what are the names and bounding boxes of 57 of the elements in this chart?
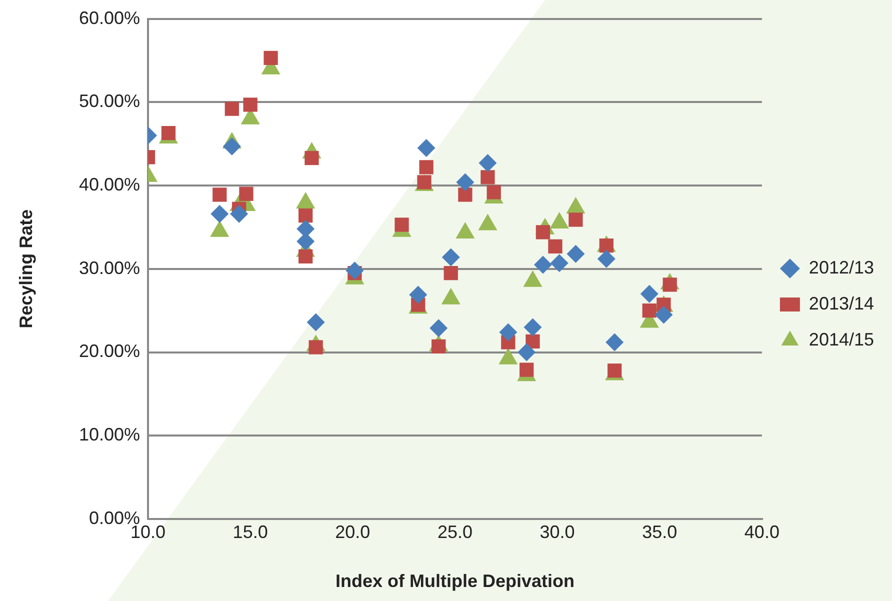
point	[458, 188, 472, 202]
y-axis-title: Recyling Rate	[16, 209, 36, 328]
point	[298, 208, 313, 223]
point	[212, 188, 227, 202]
point	[640, 284, 658, 303]
point	[430, 319, 448, 338]
y-tick-label: 20.00%	[78, 341, 140, 362]
point	[224, 102, 239, 116]
legend-label: 2012/13	[808, 257, 874, 278]
x-tick-label: 35.0	[642, 522, 678, 542]
point	[222, 137, 241, 156]
point	[444, 266, 458, 280]
point	[518, 343, 536, 362]
x-tick-label: 15.0	[232, 522, 268, 542]
point	[478, 154, 497, 172]
point	[456, 173, 474, 192]
point	[419, 160, 434, 174]
y-tick-label: 50.00%	[78, 91, 140, 112]
point	[230, 204, 248, 223]
point	[298, 249, 313, 264]
point	[534, 256, 552, 274]
point	[394, 218, 409, 232]
point	[597, 250, 616, 268]
point	[550, 254, 568, 272]
point	[346, 262, 364, 280]
point	[417, 139, 436, 158]
point	[264, 50, 278, 66]
point	[409, 286, 428, 304]
point	[548, 239, 562, 254]
point	[210, 204, 229, 223]
point	[239, 186, 254, 201]
x-tick-label: 20.0	[335, 522, 370, 542]
x-tick-label: 25.0	[437, 522, 472, 542]
point	[161, 126, 176, 140]
point	[568, 212, 583, 227]
point	[606, 333, 624, 352]
point	[486, 185, 501, 200]
point	[654, 306, 673, 324]
x-tick-label: 40.0	[744, 522, 780, 542]
y-tick-label: 30.00%	[78, 258, 140, 278]
point	[566, 244, 585, 263]
y-tick-label: 60.00%	[78, 8, 140, 28]
point	[442, 248, 460, 266]
point	[306, 313, 325, 332]
y-tick-label: 10.00%	[78, 424, 140, 445]
point	[524, 318, 542, 336]
legend-label: 2014/15	[808, 329, 874, 350]
point	[499, 323, 518, 342]
point	[642, 304, 656, 318]
point	[304, 150, 319, 166]
point	[480, 170, 495, 184]
point	[243, 98, 258, 112]
x-axis-title: Index of Multiple Depivation	[335, 571, 574, 592]
x-tick-label: 30.0	[540, 522, 575, 542]
y-tick-label: 40.00%	[78, 174, 140, 194]
legend-label: 2013/14	[808, 293, 874, 314]
point	[520, 362, 534, 377]
